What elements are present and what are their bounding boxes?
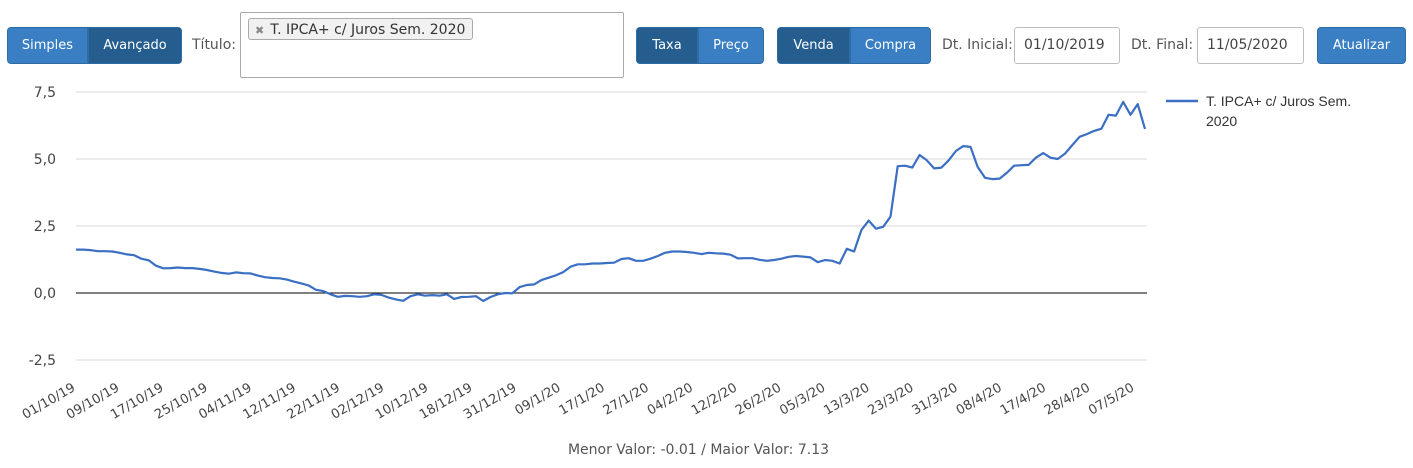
y-tick-label: -2,5: [29, 353, 56, 369]
y-tick-label: 7,5: [34, 85, 56, 101]
legend-label: T. IPCA+ c/ Juros Sem. 2020: [1206, 93, 1351, 129]
avancado-button[interactable]: Avançado: [88, 27, 182, 64]
x-tick-label: 09/1/20: [512, 380, 563, 418]
y-tick-label: 5,0: [34, 152, 56, 168]
atualizar-button[interactable]: Atualizar: [1317, 27, 1406, 64]
x-tick-label: 31/3/20: [910, 380, 961, 418]
selected-title-chip: ✖ T. IPCA+ c/ Juros Sem. 2020: [248, 18, 474, 40]
title-multiselect[interactable]: ✖ T. IPCA+ c/ Juros Sem. 2020: [240, 12, 624, 78]
preco-button[interactable]: Preço: [698, 27, 764, 64]
remove-chip-icon[interactable]: ✖: [255, 23, 265, 37]
x-tick-label: 08/4/20: [954, 380, 1005, 418]
x-tick-label: 12/2/20: [689, 380, 740, 418]
x-tick-label: 28/4/20: [1042, 380, 1093, 418]
selected-title-text: T. IPCA+ c/ Juros Sem. 2020: [270, 22, 466, 38]
x-tick-label: 26/2/20: [733, 380, 784, 418]
series-line: [76, 100, 1147, 303]
simples-button[interactable]: Simples: [7, 27, 88, 64]
venda-button[interactable]: Venda: [777, 27, 850, 64]
dt-final-label: Dt. Final:: [1131, 37, 1194, 53]
min-max-summary: Menor Valor: -0.01 / Maior Valor: 7.13: [567, 442, 830, 458]
x-tick-label: 04/2/20: [645, 380, 696, 418]
taxa-button[interactable]: Taxa: [636, 27, 698, 64]
x-tick-label: 27/1/20: [601, 380, 652, 418]
x-tick-label: 17/4/20: [998, 380, 1049, 418]
x-tick-label: 07/5/20: [1086, 380, 1137, 418]
x-tick-label: 23/3/20: [865, 380, 916, 418]
y-tick-label: 2,5: [34, 219, 56, 235]
dt-inicial-input[interactable]: 01/10/2019: [1014, 27, 1120, 64]
compra-button[interactable]: Compra: [850, 27, 931, 64]
x-tick-label: 17/1/20: [557, 380, 608, 418]
dt-inicial-label: Dt. Inicial:: [942, 37, 1013, 53]
x-tick-label: 05/3/20: [777, 380, 828, 418]
x-tick-label: 13/3/20: [821, 380, 872, 418]
line-chart: 7,55,02,50,0-2,501/10/1909/10/1917/10/19…: [20, 85, 1351, 423]
titulo-label: Título:: [192, 37, 236, 53]
dt-final-input[interactable]: 11/05/2020: [1197, 27, 1304, 64]
y-tick-label: 0,0: [34, 286, 56, 302]
